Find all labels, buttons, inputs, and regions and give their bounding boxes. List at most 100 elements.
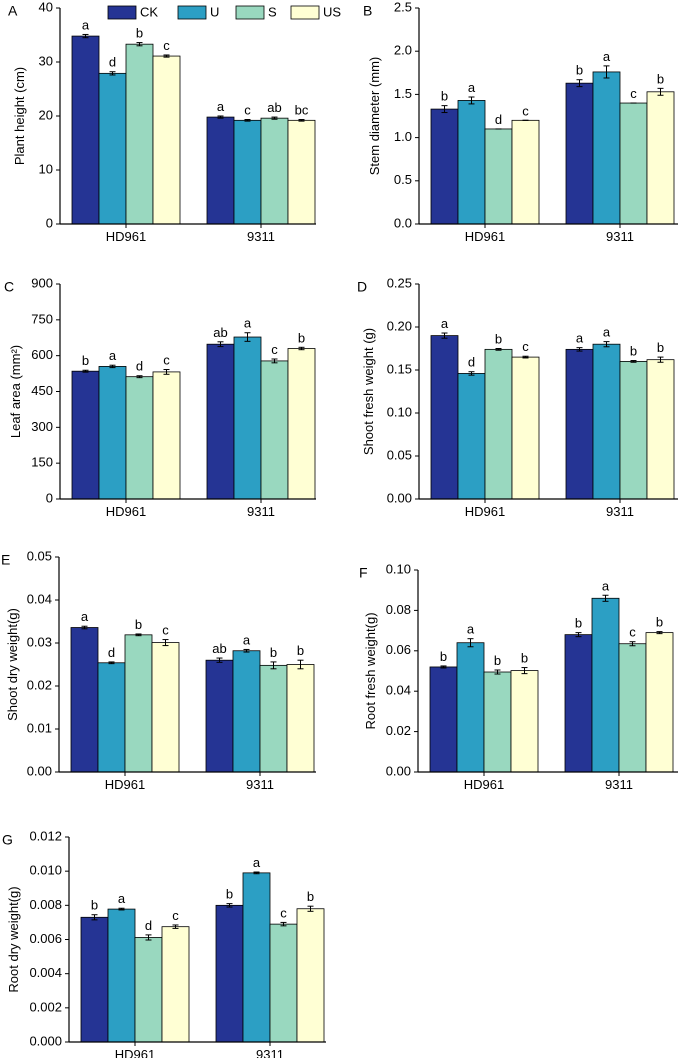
y-tick-label: 0.00 — [27, 763, 52, 778]
y-tick-label: 0.08 — [386, 602, 411, 617]
x-tick-label: HD961 — [465, 229, 505, 244]
y-axis-label: Leaf area (mm²) — [8, 345, 23, 438]
significance-letter: b — [521, 651, 528, 666]
bar-US-HD961 — [511, 119, 540, 225]
significance-letter: a — [468, 80, 476, 95]
bar-CK-HD961 — [80, 916, 109, 1043]
y-axis-label: Plant height (cm) — [12, 67, 27, 165]
significance-letter: d — [108, 645, 115, 660]
panel-G: Gb b a a d c c b 0.000 0.002 0.004 0.006 0.008 0.010 0… — [2, 828, 326, 1058]
bar-US-9311 — [645, 632, 674, 773]
significance-letter: b — [657, 71, 664, 86]
significance-letter: b — [656, 615, 663, 630]
significance-letter: c — [162, 623, 169, 638]
legend-swatch-CK — [107, 5, 137, 20]
significance-letter: a — [603, 325, 611, 340]
bar-CK-9311 — [565, 82, 594, 225]
y-tick-label: 0.010 — [29, 863, 62, 878]
y-tick-label: 600 — [31, 347, 53, 362]
x-tick-label: HD961 — [115, 1047, 155, 1058]
legend-swatch-S — [235, 5, 265, 20]
bar-U-9311 — [592, 71, 621, 225]
significance-letter: ab — [267, 100, 281, 115]
y-axis-label: Shoot fresh weight (g) — [361, 328, 376, 455]
significance-letter: a — [253, 855, 261, 870]
significance-letter: b — [657, 340, 664, 355]
significance-letter: a — [467, 622, 475, 637]
bar-CK-9311 — [564, 634, 593, 773]
bar-S-9311 — [260, 360, 289, 500]
bar-CK-9311 — [205, 659, 234, 773]
significance-letter: d — [109, 55, 116, 70]
panel-label: G — [2, 832, 13, 848]
x-tick-label: 9311 — [246, 777, 274, 792]
y-tick-label: 0 — [46, 215, 53, 230]
bar-US-9311 — [287, 119, 316, 225]
x-tick-label: HD961 — [106, 229, 146, 244]
panel-C: Cb ab a a d c c b 0 150 300 450 600 750 900 HD961 9311 Le… — [4, 275, 316, 519]
bar-S-9311 — [619, 360, 648, 500]
significance-letter: b — [440, 649, 447, 664]
bar-U-9311 — [592, 343, 621, 500]
bar-US-9311 — [646, 359, 675, 500]
bar-S-HD961 — [484, 348, 513, 500]
significance-letter: b — [575, 616, 582, 631]
legend-label: US — [323, 4, 341, 19]
legend-label: CK — [140, 4, 158, 19]
y-tick-label: 0.0 — [394, 215, 412, 230]
significance-letter: a — [576, 331, 584, 346]
panel-D: Da a d a b b c b 0.00 0.05 0.10 0.15 0.20 0.25 HD961 93… — [357, 275, 678, 519]
y-tick-label: 20 — [39, 107, 53, 122]
significance-letter: c — [172, 908, 179, 923]
bar-US-9311 — [286, 664, 315, 773]
y-tick-label: 0.06 — [386, 642, 411, 657]
y-tick-label: 0.002 — [29, 999, 62, 1014]
bar-U-9311 — [242, 872, 271, 1043]
significance-letter: c — [522, 339, 529, 354]
bar-U-HD961 — [98, 72, 127, 225]
significance-letter: c — [629, 625, 636, 640]
significance-letter: c — [280, 905, 287, 920]
significance-letter: d — [145, 918, 152, 933]
significance-letter: d — [495, 112, 502, 127]
y-tick-label: 0.10 — [386, 561, 411, 576]
y-tick-label: 0.05 — [387, 447, 412, 462]
y-tick-label: 0 — [46, 490, 53, 505]
significance-letter: b — [630, 344, 637, 359]
significance-letter: b — [82, 353, 89, 368]
significance-letter: b — [297, 643, 304, 658]
significance-letter: b — [135, 617, 142, 632]
y-tick-label: 750 — [31, 311, 53, 326]
x-tick-label: 9311 — [247, 229, 275, 244]
bar-CK-HD961 — [71, 370, 100, 500]
bar-S-HD961 — [483, 671, 512, 773]
bar-S-HD961 — [125, 376, 154, 500]
bar-U-9311 — [233, 119, 262, 225]
bar-US-HD961 — [510, 670, 539, 773]
y-tick-label: 0.01 — [27, 720, 52, 735]
significance-letter: a — [118, 891, 126, 906]
y-axis-label: Root dry weight(g) — [6, 886, 21, 992]
y-tick-label: 0.00 — [387, 490, 412, 505]
panel-label: F — [359, 565, 368, 581]
panel-label: E — [1, 552, 10, 568]
significance-letter: b — [136, 26, 143, 41]
bar-CK-HD961 — [430, 108, 459, 225]
bar-US-HD961 — [152, 55, 181, 225]
bar-US-HD961 — [511, 356, 540, 500]
significance-letter: b — [494, 653, 501, 668]
significance-letter: a — [81, 609, 89, 624]
bar-S-9311 — [260, 117, 289, 225]
bar-CK-9311 — [565, 348, 594, 500]
y-tick-label: 0.04 — [386, 683, 411, 698]
y-tick-label: 450 — [31, 383, 53, 398]
x-tick-label: 9311 — [256, 1047, 284, 1058]
y-axis-label: Stem diameter (mm) — [367, 57, 382, 175]
significance-letter: a — [109, 348, 117, 363]
significance-letter: b — [91, 898, 98, 913]
significance-letter: b — [495, 332, 502, 347]
significance-letter: b — [270, 645, 277, 660]
significance-letter: b — [307, 889, 314, 904]
panel-label: D — [357, 279, 367, 295]
